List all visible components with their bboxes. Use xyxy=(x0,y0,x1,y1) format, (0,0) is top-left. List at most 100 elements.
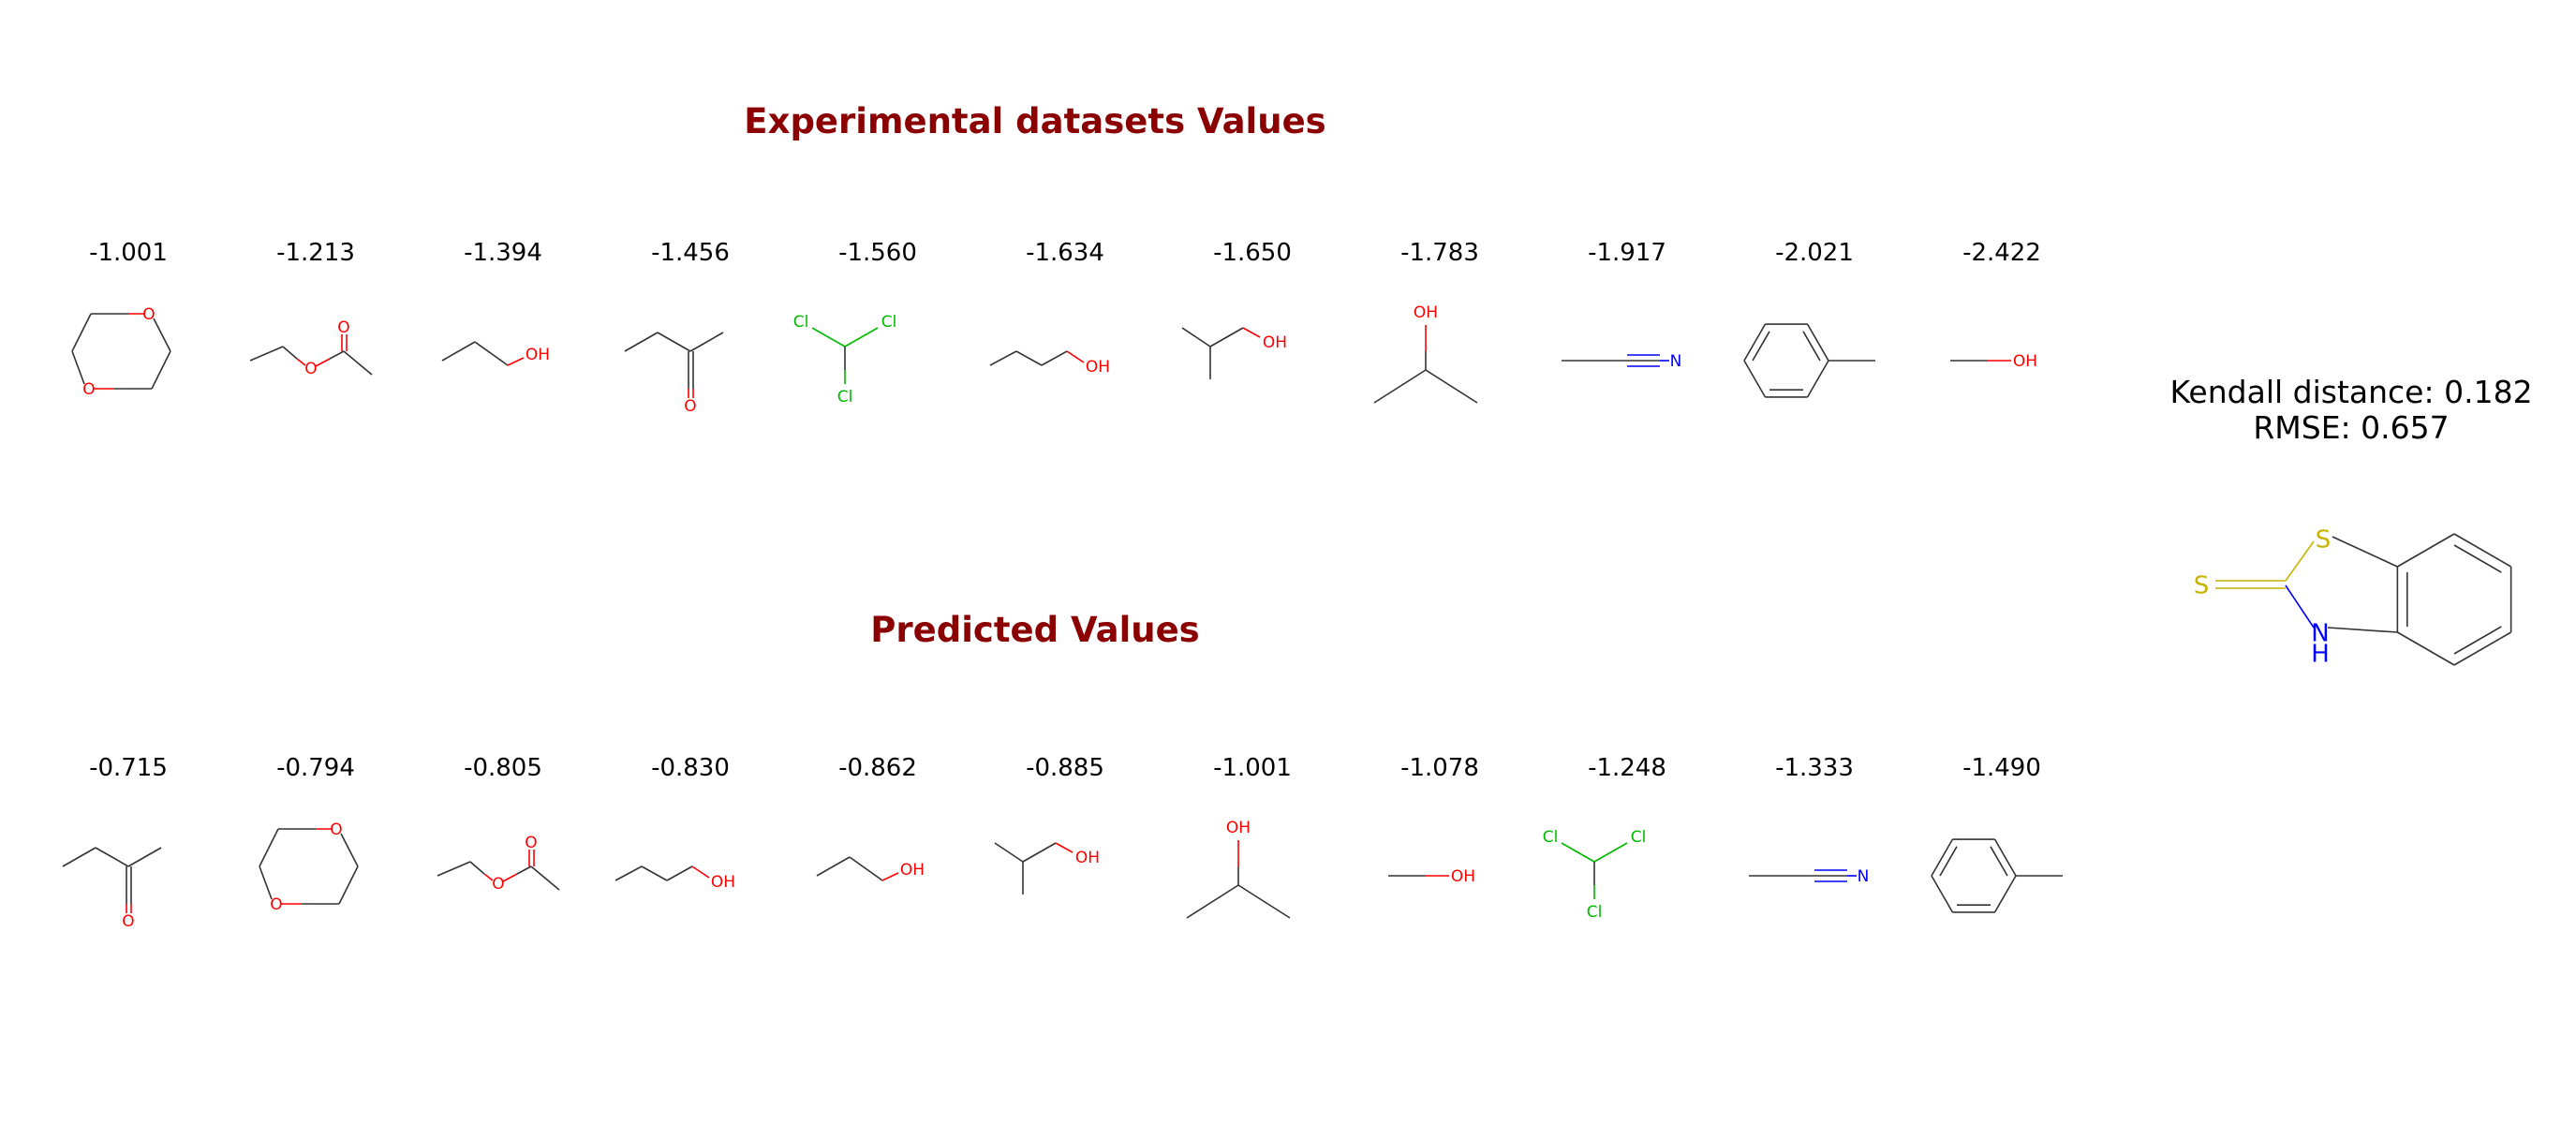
molecule-cell: -0.805 O O xyxy=(409,754,597,941)
molecule-cell: -1.634 OH xyxy=(971,239,1159,426)
atom-label: Cl xyxy=(881,313,897,332)
molecule-cell: -1.783 OH xyxy=(1346,239,1533,426)
atom-label: N xyxy=(2311,619,2329,647)
molecule-cell: -0.830 OH xyxy=(597,754,784,941)
atom-label: O xyxy=(304,360,317,378)
atom-label: OH xyxy=(526,346,550,364)
molecule-structure: OH xyxy=(1186,819,1291,919)
atom-label: O xyxy=(337,318,349,337)
atom-label: OH xyxy=(711,873,735,892)
molecule-structure xyxy=(1743,323,1875,398)
predicted-title: Predicted Values xyxy=(870,610,1200,650)
molecule-structure: OO xyxy=(71,305,171,399)
atom-label: S xyxy=(2194,571,2210,599)
molecule-structure: Cl Cl Cl xyxy=(793,313,897,407)
atom-label: OH xyxy=(1075,849,1100,867)
molecule-cell: -0.862 OH xyxy=(784,754,971,941)
molecule-structure: OO xyxy=(437,834,560,894)
solubility-value: -1.333 xyxy=(1775,754,1854,782)
solubility-value: -1.456 xyxy=(651,239,730,267)
molecule-cell: -0.885 OH xyxy=(971,754,1159,941)
molecule-structure: OH xyxy=(441,341,550,366)
molecule-structure: OH xyxy=(1373,303,1478,404)
solubility-value: -1.783 xyxy=(1400,239,1479,267)
molecule-cell: -1.650 OH xyxy=(1159,239,1346,426)
molecule-cell: -1.560 Cl Cl Cl xyxy=(784,239,971,426)
solubility-value: -1.394 xyxy=(464,239,542,267)
atom-label: OH xyxy=(1263,333,1287,352)
solubility-value: -1.917 xyxy=(1588,239,1666,267)
molecule-cell: -1.333 N xyxy=(1721,754,1908,941)
atom-label: OH xyxy=(2013,352,2037,371)
molecule-structure: OH xyxy=(816,856,925,881)
molecule-cell: -1.213 O O xyxy=(222,239,409,426)
rmse-value: RMSE: 0.657 xyxy=(2253,409,2450,446)
atom-label: O xyxy=(525,834,537,852)
molecule-structure xyxy=(1931,838,2063,913)
molecule-structure: OH xyxy=(994,842,1100,895)
molecule-structure: OH xyxy=(1181,327,1287,379)
atom-label: O xyxy=(330,821,342,839)
molecule-cell: -1.456 O xyxy=(597,239,784,426)
molecule-structure: O xyxy=(624,332,724,416)
solubility-value: -0.805 xyxy=(464,754,542,782)
solubility-value: -1.078 xyxy=(1400,754,1479,782)
molecule-cell: -1.001 OH xyxy=(1159,754,1346,941)
solubility-value: -1.001 xyxy=(1213,754,1292,782)
solubility-value: -1.490 xyxy=(1962,754,2041,782)
molecule-cell: -1.490 xyxy=(1908,754,2095,941)
atom-label: OH xyxy=(1451,867,1475,886)
atom-label: O xyxy=(492,875,504,894)
molecule-structure: N xyxy=(1562,352,1682,371)
solubility-value: -0.715 xyxy=(89,754,168,782)
molecule-structure: OH xyxy=(989,350,1110,377)
atom-label: O xyxy=(270,895,282,914)
atom-label: O xyxy=(142,305,155,324)
solubility-value: -2.422 xyxy=(1962,239,2041,267)
atom-label: Cl xyxy=(837,388,853,407)
atom-label: Cl xyxy=(1543,828,1559,847)
solubility-value: -2.021 xyxy=(1775,239,1854,267)
solubility-value: -0.862 xyxy=(838,754,917,782)
atom-label: N xyxy=(1858,867,1870,886)
atom-label: OH xyxy=(900,861,925,880)
molecule-cell: -0.794 O O xyxy=(222,754,409,941)
atom-label: O xyxy=(684,397,696,416)
atom-label: Cl xyxy=(1587,903,1603,922)
molecule-cell: -1.001 O O xyxy=(35,239,222,426)
solubility-value: -0.830 xyxy=(651,754,730,782)
molecule-structure: OO xyxy=(259,821,359,914)
molecule-structure: OH xyxy=(1388,867,1475,886)
kendall-distance: Kendall distance: 0.182 xyxy=(2169,374,2533,410)
molecule-cell: -2.021 xyxy=(1721,239,1908,426)
molecule-structure: N xyxy=(1749,867,1870,886)
solubility-value: -1.001 xyxy=(89,239,168,267)
atom-label: OH xyxy=(1226,819,1251,837)
molecule-cell: -1.248 Cl Cl Cl xyxy=(1533,754,1721,941)
atom-label: OH xyxy=(1414,303,1438,322)
solubility-value: -0.794 xyxy=(276,754,355,782)
atom-label: OH xyxy=(1086,358,1110,377)
atom-label: H xyxy=(2311,640,2330,668)
atom-label: S xyxy=(2316,525,2332,554)
molecule-cell: -1.394 OH xyxy=(409,239,597,426)
atom-label: Cl xyxy=(1631,828,1647,847)
solubility-value: -0.885 xyxy=(1026,754,1104,782)
molecule-structure: OO xyxy=(249,318,373,378)
solubility-value: -1.650 xyxy=(1213,239,1292,267)
molecule-cell: -1.078 OH xyxy=(1346,754,1533,941)
metrics-panel: Kendall distance: 0.182 RMSE: 0.657 xyxy=(2154,375,2548,446)
solubility-value: -1.560 xyxy=(838,239,917,267)
solubility-value: -1.634 xyxy=(1026,239,1104,267)
atom-label: N xyxy=(1670,352,1682,371)
atom-label: O xyxy=(82,380,95,399)
molecule-structure: OH xyxy=(1950,352,2037,371)
molecule-cell: -1.917 N xyxy=(1533,239,1721,426)
solubility-value: -1.248 xyxy=(1588,754,1666,782)
solubility-value: -1.213 xyxy=(276,239,355,267)
experimental-title: Experimental datasets Values xyxy=(744,101,1326,141)
molecule-structure: OH xyxy=(614,865,735,892)
molecule-structure: Cl Cl Cl xyxy=(1543,828,1647,922)
molecule-structure: O xyxy=(62,847,162,931)
atom-label: O xyxy=(122,912,134,931)
